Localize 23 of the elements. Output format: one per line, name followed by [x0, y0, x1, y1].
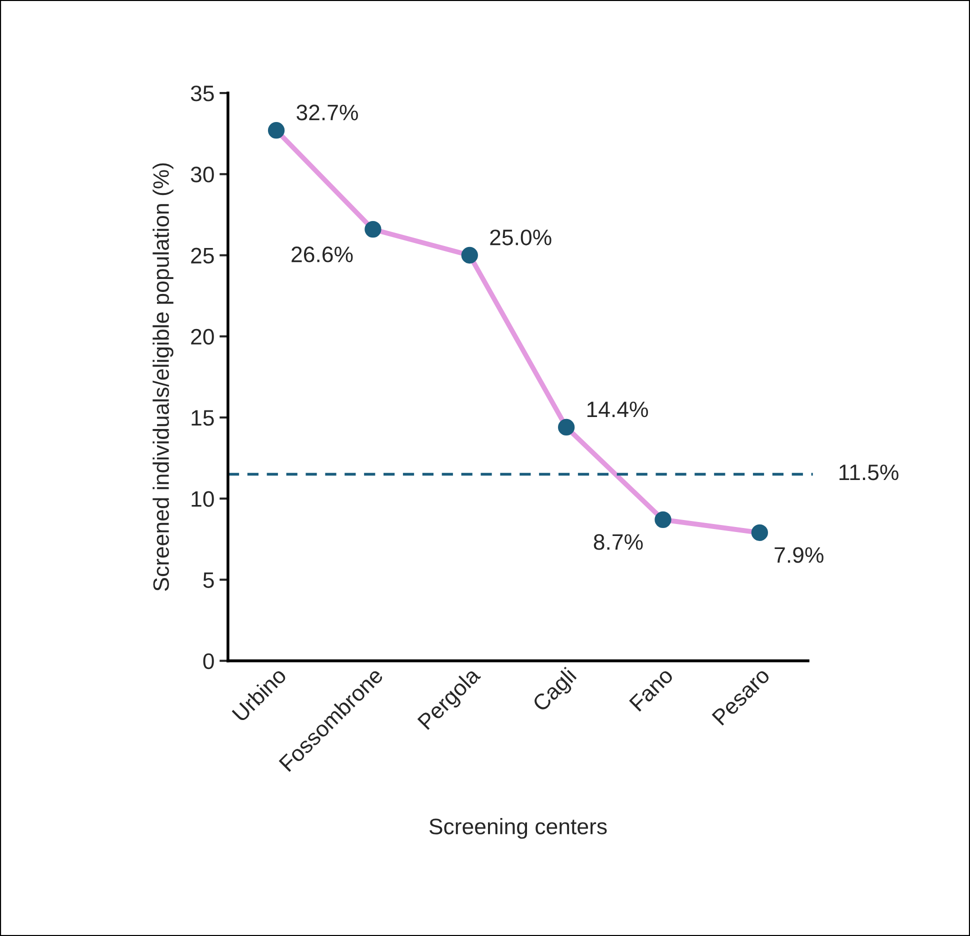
y-tick-label: 10: [192, 491, 214, 507]
ref-line-label: 11.5%: [840, 464, 898, 480]
point: [461, 246, 478, 264]
point: [364, 220, 382, 238]
point: [558, 418, 575, 436]
point: [268, 122, 285, 139]
y-tick-label: 30: [190, 166, 214, 182]
point: [751, 524, 768, 541]
y-axis-title: Screened individuals/eligible population (%): [152, 163, 174, 591]
point: [654, 511, 672, 528]
y-tick-label: 25: [191, 248, 214, 264]
data-label: 14.4%: [587, 402, 648, 418]
y-tick-label: 5: [203, 572, 214, 588]
data-label: 32.7%: [296, 104, 358, 120]
data-label: 7.9%: [774, 547, 824, 563]
y-tick-label: 0: [203, 653, 214, 670]
data-label: 26.6%: [292, 246, 353, 262]
x-axis-title: Screening centers: [429, 818, 607, 839]
data-label: 8.7%: [594, 534, 643, 550]
y-tick-label: 15: [192, 410, 214, 426]
y-tick-label: 35: [190, 86, 214, 102]
data-label: 25.0%: [490, 230, 552, 246]
y-tick-label: 20: [191, 328, 214, 345]
